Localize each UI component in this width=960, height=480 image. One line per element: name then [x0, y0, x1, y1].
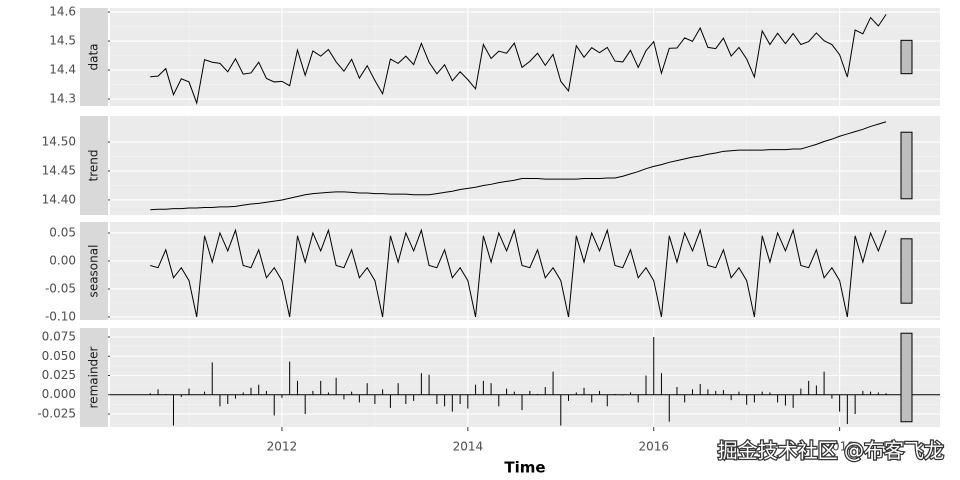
panel-background [110, 8, 940, 106]
y-tick-label: 14.6 [49, 5, 76, 19]
series-line [150, 228, 887, 318]
y-tick-label: 14.5 [49, 34, 76, 48]
y-tick-label: 0.000 [42, 387, 76, 401]
y-tick-label: -0.025 [37, 406, 76, 420]
y-tick-label: 0.025 [42, 368, 76, 382]
y-tick-label: 14.3 [49, 92, 76, 106]
series-line [150, 14, 887, 106]
y-tick-label: 0.075 [42, 330, 76, 344]
y-tick-label: 14.45 [42, 164, 76, 178]
strip [80, 328, 108, 427]
x-tick-label: 2016 [638, 440, 669, 454]
strip [80, 8, 108, 106]
x-tick-label: 2018 [824, 440, 855, 454]
y-tick-label: 14.40 [42, 192, 76, 206]
x-tick-label: 2014 [453, 440, 484, 454]
scale-bar [900, 39, 913, 75]
strip-label: data [87, 43, 101, 70]
y-tick-label: 0.05 [49, 225, 76, 239]
scale-bar [900, 332, 913, 423]
panel-background [110, 222, 940, 320]
x-tick-label: 2012 [267, 440, 298, 454]
y-tick-label: 0.050 [42, 349, 76, 363]
y-tick-label: -0.10 [45, 309, 76, 323]
y-tick-label: 14.4 [49, 63, 76, 77]
y-tick-label: -0.05 [45, 281, 76, 295]
y-tick-label: 0.00 [49, 253, 76, 267]
strip [80, 222, 108, 320]
y-tick-label: 14.50 [42, 135, 76, 149]
panel-background [110, 328, 940, 427]
series-line [150, 121, 887, 211]
strip-label: trend [87, 150, 101, 182]
strip [80, 116, 108, 215]
watermark: 掘金技术社区 @布客飞龙 [718, 439, 944, 463]
scale-bar [900, 238, 913, 304]
x-axis-title: Time [504, 459, 545, 477]
panel-background [110, 116, 940, 215]
strip-label: seasonal [87, 245, 101, 298]
strip-label: remainder [87, 346, 101, 408]
scale-bar [900, 131, 913, 200]
